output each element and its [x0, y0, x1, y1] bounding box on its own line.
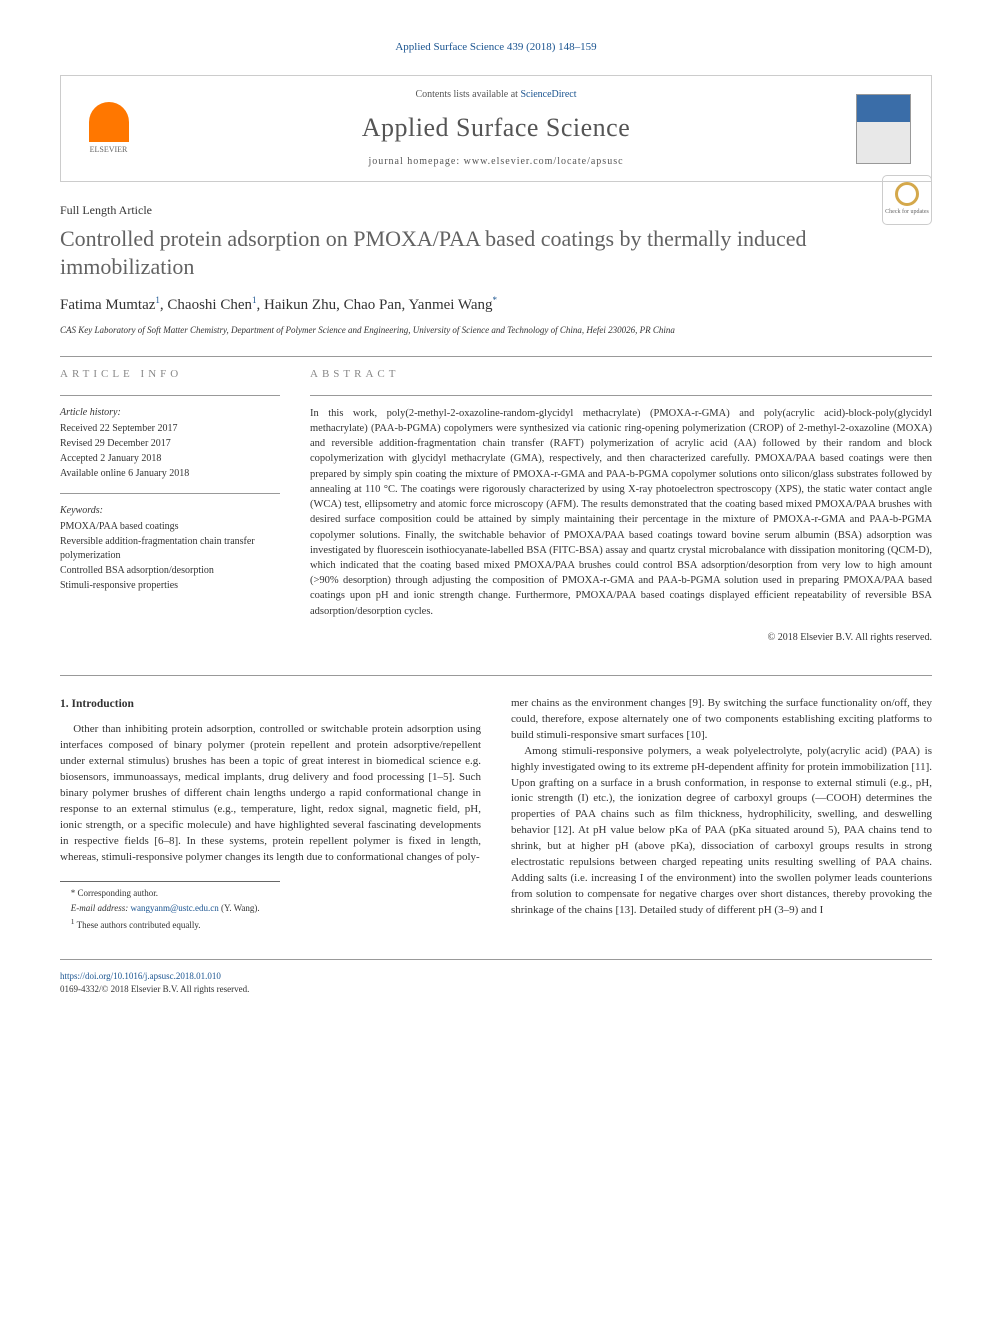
- keywords-label: Keywords:: [60, 504, 280, 518]
- contents-prefix: Contents lists available at: [415, 89, 520, 100]
- keyword-line: Stimuli-responsive properties: [60, 579, 280, 593]
- elsevier-tree-icon: [89, 102, 129, 142]
- separator: [60, 675, 932, 676]
- author-list: Fatima Mumtaz1, Chaoshi Chen1, Haikun Zh…: [60, 294, 932, 316]
- contents-available-text: Contents lists available at ScienceDirec…: [136, 88, 856, 102]
- check-updates-badge[interactable]: Check for updates: [882, 175, 932, 225]
- article-type: Full Length Article: [60, 202, 932, 219]
- keyword-line: Reversible addition-fragmentation chain …: [60, 535, 280, 563]
- contrib-text: These authors contributed equally.: [77, 920, 201, 930]
- article-info-column: ARTICLE INFO Article history: Received 2…: [60, 367, 280, 644]
- author: Yanmei Wang*: [408, 297, 497, 313]
- history-line: Accepted 2 January 2018: [60, 452, 280, 466]
- separator: [60, 356, 932, 357]
- body-column-right: mer chains as the environment changes [9…: [511, 696, 932, 934]
- doi-link[interactable]: https://doi.org/10.1016/j.apsusc.2018.01…: [60, 971, 221, 981]
- body-columns: 1. Introduction Other than inhibiting pr…: [60, 696, 932, 934]
- footnotes: * Corresponding author. E-mail address: …: [60, 881, 280, 932]
- keyword-line: PMOXA/PAA based coatings: [60, 520, 280, 534]
- email-footnote: E-mail address: wangyanm@ustc.edu.cn (Y.…: [60, 902, 280, 915]
- history-line: Available online 6 January 2018: [60, 467, 280, 481]
- updates-badge-text: Check for updates: [885, 208, 929, 216]
- abstract-heading: ABSTRACT: [310, 367, 932, 382]
- journal-homepage: journal homepage: www.elsevier.com/locat…: [136, 155, 856, 169]
- separator: [310, 395, 932, 396]
- journal-cover-thumbnail: [856, 94, 911, 164]
- abstract-text: In this work, poly(2-methyl-2-oxazoline-…: [310, 406, 932, 619]
- elsevier-label: ELSEVIER: [90, 144, 128, 155]
- body-paragraph: mer chains as the environment changes [9…: [511, 696, 932, 744]
- journal-name: Applied Surface Science: [136, 110, 856, 146]
- history-line: Received 22 September 2017: [60, 422, 280, 436]
- abstract-copyright: © 2018 Elsevier B.V. All rights reserved…: [310, 631, 932, 645]
- separator: [60, 959, 932, 960]
- body-paragraph: Among stimuli-responsive polymers, a wea…: [511, 744, 932, 919]
- keyword-line: Controlled BSA adsorption/desorption: [60, 564, 280, 578]
- footer-bar: https://doi.org/10.1016/j.apsusc.2018.01…: [60, 959, 932, 995]
- author: Haikun Zhu: [264, 297, 336, 313]
- article-info-heading: ARTICLE INFO: [60, 367, 280, 382]
- updates-badge-icon: [895, 182, 919, 206]
- history-label: Article history:: [60, 406, 280, 420]
- issn-copyright: 0169-4332/© 2018 Elsevier B.V. All right…: [60, 983, 932, 996]
- elsevier-logo: ELSEVIER: [81, 99, 136, 159]
- abstract-column: ABSTRACT In this work, poly(2-methyl-2-o…: [310, 367, 932, 644]
- separator: [60, 493, 280, 494]
- contribution-note: 1 These authors contributed equally.: [60, 917, 280, 932]
- email-person: (Y. Wang).: [219, 903, 260, 913]
- email-link[interactable]: wangyanm@ustc.edu.cn: [130, 903, 218, 913]
- affiliation: CAS Key Laboratory of Soft Matter Chemis…: [60, 324, 932, 337]
- homepage-prefix: journal homepage:: [368, 156, 463, 167]
- sciencedirect-link[interactable]: ScienceDirect: [520, 89, 576, 100]
- section-heading: 1. Introduction: [60, 696, 481, 713]
- body-column-left: 1. Introduction Other than inhibiting pr…: [60, 696, 481, 934]
- body-paragraph: Other than inhibiting protein adsorption…: [60, 722, 481, 865]
- separator: [60, 395, 280, 396]
- author: Fatima Mumtaz1: [60, 297, 160, 313]
- history-line: Revised 29 December 2017: [60, 437, 280, 451]
- author: Chaoshi Chen1: [167, 297, 256, 313]
- homepage-url[interactable]: www.elsevier.com/locate/apsusc: [464, 156, 624, 167]
- author: Chao Pan: [344, 297, 402, 313]
- article-title: Controlled protein adsorption on PMOXA/P…: [60, 225, 810, 282]
- header-citation: Applied Surface Science 439 (2018) 148–1…: [60, 40, 932, 55]
- journal-info-box: ELSEVIER Contents lists available at Sci…: [60, 75, 932, 181]
- corresponding-author-note: * Corresponding author.: [60, 887, 280, 900]
- email-label: E-mail address:: [71, 903, 131, 913]
